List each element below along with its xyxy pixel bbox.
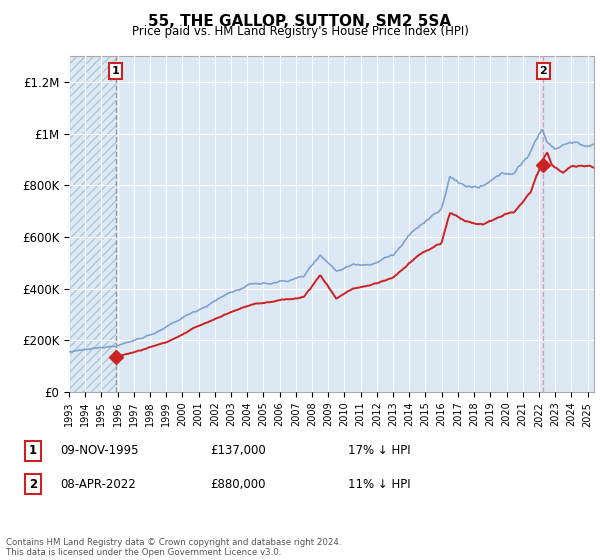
Text: £880,000: £880,000 (210, 478, 265, 491)
Text: £137,000: £137,000 (210, 444, 266, 458)
Text: 11% ↓ HPI: 11% ↓ HPI (348, 478, 410, 491)
Text: 17% ↓ HPI: 17% ↓ HPI (348, 444, 410, 458)
Text: 08-APR-2022: 08-APR-2022 (60, 478, 136, 491)
Text: 1: 1 (29, 444, 37, 458)
Text: 09-NOV-1995: 09-NOV-1995 (60, 444, 139, 458)
Text: 2: 2 (539, 66, 547, 76)
Text: 2: 2 (29, 478, 37, 491)
Text: Contains HM Land Registry data © Crown copyright and database right 2024.
This d: Contains HM Land Registry data © Crown c… (6, 538, 341, 557)
Text: Price paid vs. HM Land Registry's House Price Index (HPI): Price paid vs. HM Land Registry's House … (131, 25, 469, 38)
Text: 55, THE GALLOP, SUTTON, SM2 5SA: 55, THE GALLOP, SUTTON, SM2 5SA (148, 14, 452, 29)
Text: 1: 1 (112, 66, 119, 76)
Bar (69, 56, 116, 392)
